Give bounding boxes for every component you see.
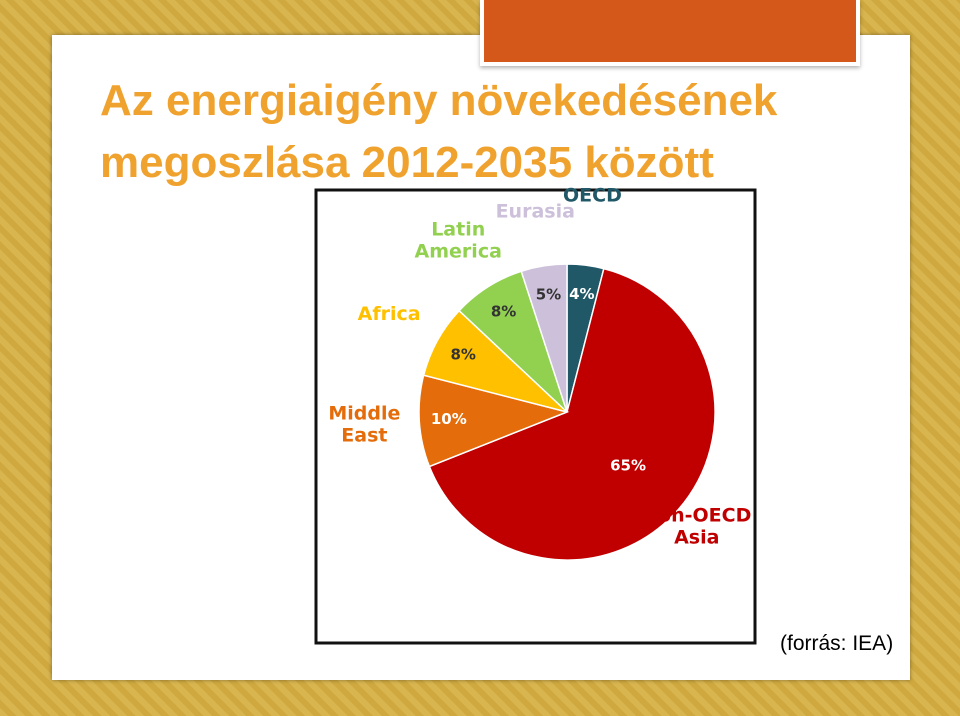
value-label: 4% bbox=[569, 285, 594, 303]
value-label: 8% bbox=[491, 303, 516, 321]
value-label: 5% bbox=[536, 286, 561, 304]
value-label: 10% bbox=[431, 410, 467, 428]
category-label: Eurasia bbox=[496, 200, 575, 222]
category-label: OECD bbox=[563, 184, 622, 206]
slide-title: Az energiaigény növekedésének megoszlása… bbox=[100, 76, 778, 187]
category-label: Latin America bbox=[415, 218, 502, 262]
pie-slice bbox=[418, 374, 570, 468]
category-label: Middle East bbox=[328, 402, 400, 446]
value-label: 8% bbox=[451, 345, 476, 363]
pie-slice bbox=[520, 263, 568, 413]
source-note: (forrás: IEA) bbox=[780, 632, 894, 655]
value-label: 65% bbox=[610, 456, 646, 474]
category-label: Africa bbox=[358, 303, 421, 325]
pie-slice bbox=[428, 267, 716, 561]
header-tab bbox=[480, 0, 860, 66]
category-label: Non-OECD Asia bbox=[642, 504, 751, 548]
